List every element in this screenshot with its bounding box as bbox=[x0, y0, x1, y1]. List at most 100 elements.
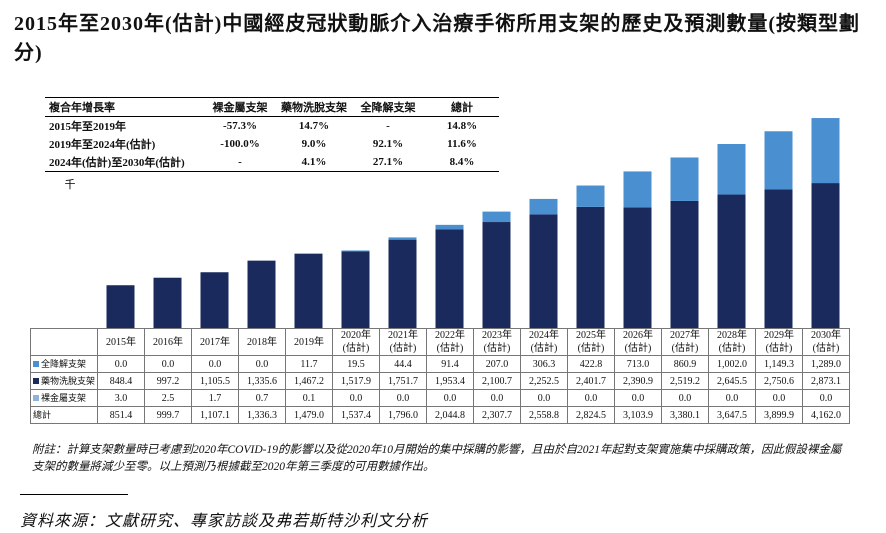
bar-segment bbox=[153, 277, 182, 328]
cagr-cell: 8.4% bbox=[425, 153, 499, 172]
data-table: 2015年 2016年 2017年 2018年 2019年 2020年 (估計) 2021年… bbox=[30, 328, 850, 424]
value-cell: 1,107.1 bbox=[191, 406, 239, 424]
bar-segment bbox=[435, 224, 464, 230]
value-cell: 3,647.5 bbox=[708, 406, 756, 424]
bar-segment bbox=[435, 229, 464, 328]
category-label: 2018年 bbox=[238, 328, 286, 356]
table-header-row: 2015年 2016年 2017年 2018年 2019年 2020年 (估計) 2021年… bbox=[30, 328, 850, 356]
value-cell: 2,873.1 bbox=[802, 372, 850, 390]
bar-segment bbox=[811, 183, 840, 328]
bar-segment bbox=[717, 144, 746, 195]
category-label: 2021年 (估計) bbox=[379, 328, 427, 356]
value-cell: 2,645.5 bbox=[708, 372, 756, 390]
rule bbox=[20, 494, 128, 495]
bar-segment bbox=[623, 207, 652, 328]
table-row: 裸金屬支架 3.0 2.5 1.7 0.7 0.1 0.0 0.0 0.0 0.0 0.0 0.0 0.… bbox=[30, 389, 850, 407]
cagr-header: 總計 bbox=[425, 97, 499, 117]
cagr-header: 裸金屬支架 bbox=[203, 97, 277, 117]
legend-label: 裸金屬支架 bbox=[41, 392, 87, 403]
value-cell: 44.4 bbox=[379, 355, 427, 373]
bar-segment bbox=[529, 198, 558, 215]
value-cell: 2,100.7 bbox=[473, 372, 521, 390]
value-cell: 0.0 bbox=[191, 355, 239, 373]
cagr-cell: -57.3% bbox=[223, 120, 257, 132]
bar-segment bbox=[388, 239, 417, 328]
value-cell: 0.0 bbox=[97, 355, 145, 373]
cagr-header: 藥物洗脫支架 bbox=[277, 97, 351, 117]
legend-marker bbox=[33, 360, 39, 367]
value-cell: 0.1 bbox=[285, 389, 333, 407]
row-label: 裸金屬支架 bbox=[30, 389, 98, 407]
category-label: 2015年 bbox=[97, 328, 145, 356]
value-cell: 0.0 bbox=[708, 389, 756, 407]
value-cell: 2,750.6 bbox=[755, 372, 803, 390]
row-label: 總計 bbox=[30, 406, 98, 424]
bar-segment bbox=[670, 200, 699, 328]
value-cell: 3,899.9 bbox=[755, 406, 803, 424]
table-row: 全降解支架 0.0 0.0 0.0 0.0 11.7 19.5 44.4 91.4 207.0 30… bbox=[30, 355, 850, 373]
value-cell: 997.2 bbox=[144, 372, 192, 390]
value-cell: 207.0 bbox=[473, 355, 521, 373]
value-cell: 848.4 bbox=[97, 372, 145, 390]
value-cell: 1.7 bbox=[191, 389, 239, 407]
value-cell: 1,537.4 bbox=[332, 406, 380, 424]
bar-segment bbox=[341, 251, 370, 328]
cagr-cell: 14.8% bbox=[446, 120, 478, 132]
y-axis-label: 千 bbox=[65, 178, 76, 191]
category-label: 2028年 (估計) bbox=[708, 328, 756, 356]
bar-segment bbox=[106, 285, 135, 328]
cagr-cell: 2019年至2024年(估計) bbox=[49, 139, 156, 151]
bar-segment bbox=[529, 214, 558, 328]
bar-segment bbox=[341, 250, 370, 252]
value-cell: 1,149.3 bbox=[755, 355, 803, 373]
value-cell: 19.5 bbox=[332, 355, 380, 373]
bar-segment bbox=[294, 253, 323, 328]
bar-segment bbox=[294, 253, 323, 254]
bar-segment bbox=[576, 206, 605, 328]
value-cell: 2,252.5 bbox=[520, 372, 568, 390]
value-cell: 422.8 bbox=[567, 355, 615, 373]
value-cell: 999.7 bbox=[144, 406, 192, 424]
cagr-row: 2019年至2024年(估計) -100.0% 9.0% 92.1% 11.6% bbox=[45, 135, 499, 153]
category-label: 2026年 (估計) bbox=[614, 328, 662, 356]
value-cell: 0.0 bbox=[332, 389, 380, 407]
category-label: 2022年 (估計) bbox=[426, 328, 474, 356]
bar-segment bbox=[200, 272, 229, 328]
value-cell: 3.0 bbox=[97, 389, 145, 407]
category-label: 2016年 bbox=[144, 328, 192, 356]
value-cell: 2,401.7 bbox=[567, 372, 615, 390]
value-cell: 1,002.0 bbox=[708, 355, 756, 373]
bar-segment bbox=[482, 211, 511, 223]
table-corner bbox=[30, 328, 98, 356]
value-cell: 2,519.2 bbox=[661, 372, 709, 390]
value-cell: 0.0 bbox=[473, 389, 521, 407]
value-cell: 1,953.4 bbox=[426, 372, 474, 390]
value-cell: 0.0 bbox=[802, 389, 850, 407]
category-label: 2030年 (估計) bbox=[802, 328, 850, 356]
value-cell: 3,103.9 bbox=[614, 406, 662, 424]
category-label: 2020年 (估計) bbox=[332, 328, 380, 356]
cagr-table: 複合年增長率 裸金屬支架 藥物洗脫支架 全降解支架 總計 2015年至2019年 -57.3… bbox=[45, 97, 499, 172]
table-row: 藥物洗脫支架 848.4 997.2 1,105.5 1,335.6 1,467.2 1,5… bbox=[30, 372, 850, 390]
bar-segment bbox=[811, 118, 840, 184]
value-cell: 0.0 bbox=[379, 389, 427, 407]
cagr-cell: - bbox=[386, 120, 390, 132]
value-cell: 851.4 bbox=[97, 406, 145, 424]
legend-marker bbox=[33, 394, 39, 401]
value-cell: 3,380.1 bbox=[661, 406, 709, 424]
table-row: 總計 851.4 999.7 1,107.1 1,336.3 1,479.0 1,537.4… bbox=[30, 406, 850, 424]
bar-segment bbox=[764, 131, 793, 190]
legend-label: 總計 bbox=[33, 409, 52, 420]
value-cell: 2,307.7 bbox=[473, 406, 521, 424]
cagr-cell: 2015年至2019年 bbox=[49, 121, 126, 133]
category-label: 2027年 (估計) bbox=[661, 328, 709, 356]
category-label: 2024年 (估計) bbox=[520, 328, 568, 356]
bar-segment bbox=[482, 222, 511, 328]
value-cell: 2,558.8 bbox=[520, 406, 568, 424]
category-label: 2017年 bbox=[191, 328, 239, 356]
value-cell: 0.0 bbox=[520, 389, 568, 407]
row-label: 藥物洗脫支架 bbox=[30, 372, 98, 390]
cagr-header-row: 複合年增長率 裸金屬支架 藥物洗脫支架 全降解支架 總計 bbox=[45, 97, 499, 117]
